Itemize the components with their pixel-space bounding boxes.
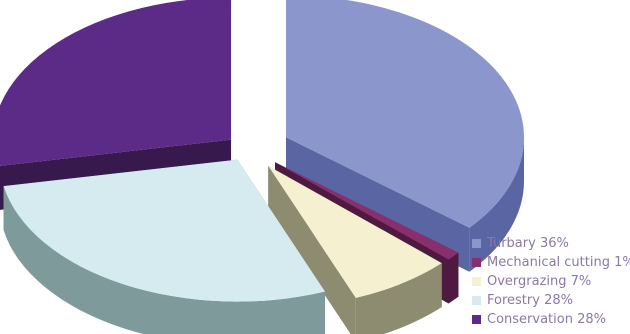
slice-overgrazing xyxy=(268,165,442,298)
pie-tops xyxy=(0,0,524,302)
slice-turbary xyxy=(286,0,524,228)
legend-item-overgrazing: Overgrazing 7% xyxy=(472,272,630,291)
legend: Turbary 36% Mechanical cutting 1% Overgr… xyxy=(472,234,630,329)
legend-item-forestry: Forestry 28% xyxy=(472,291,630,310)
legend-swatch-forestry xyxy=(472,296,481,305)
legend-swatch-conservation xyxy=(472,315,481,324)
legend-swatch-mechanical-cutting xyxy=(472,258,481,267)
legend-label-overgrazing: Overgrazing 7% xyxy=(487,274,592,289)
slice-side-overgrazing xyxy=(355,263,442,334)
legend-label-conservation: Conservation 28% xyxy=(487,312,606,327)
legend-item-conservation: Conservation 28% xyxy=(472,310,630,329)
slice-forestry xyxy=(3,159,326,302)
legend-label-turbary: Turbary 36% xyxy=(487,236,569,251)
slice-wall-overgrazing xyxy=(268,165,356,334)
slice-side-forestry xyxy=(3,186,326,334)
legend-item-mechanical-cutting: Mechanical cutting 1% xyxy=(472,253,630,272)
slice-mechanical-cutting xyxy=(275,162,459,260)
legend-label-mechanical-cutting: Mechanical cutting 1% xyxy=(487,255,630,270)
legend-swatch-turbary xyxy=(472,239,481,248)
legend-swatch-overgrazing xyxy=(472,277,481,286)
legend-item-turbary: Turbary 36% xyxy=(472,234,630,253)
slice-side-mechanical-cutting xyxy=(448,252,459,304)
legend-label-forestry: Forestry 28% xyxy=(487,293,573,308)
slice-side-turbary xyxy=(469,137,525,272)
slice-conservation xyxy=(0,0,232,166)
